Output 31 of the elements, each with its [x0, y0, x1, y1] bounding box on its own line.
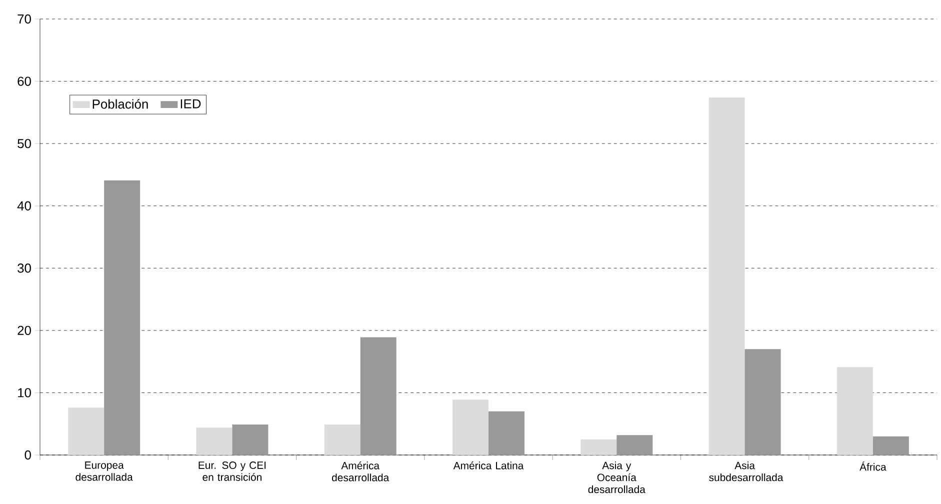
bar: [580, 439, 617, 455]
bar: [616, 435, 653, 455]
y-tick-label: 50: [18, 138, 31, 148]
y-tick-label: 10: [18, 388, 31, 398]
x-tick-label: América desarrollada: [332, 462, 390, 482]
y-tick-label: 70: [18, 14, 31, 24]
bar: [488, 411, 525, 455]
y-tick-label: 0: [24, 450, 31, 460]
y-tick-label: 60: [18, 76, 31, 86]
bar: [104, 180, 140, 455]
y-tick-label: 40: [17, 201, 31, 210]
bar: [452, 400, 489, 455]
bar: [836, 367, 873, 455]
x-tick-label: Eur. SO y CEI en transición: [198, 462, 266, 481]
x-tick-label: Europea desarrollada: [76, 462, 133, 481]
y-tick-label: 30: [18, 264, 31, 273]
x-tick-label: África: [860, 462, 886, 471]
x-tick-label: Asia subdesarrollada: [709, 462, 784, 482]
legend-label: Población: [92, 99, 148, 109]
y-tick-label: 20: [18, 326, 31, 336]
bar: [744, 349, 781, 455]
bar: [324, 424, 360, 455]
bar: [196, 428, 232, 455]
bar: [360, 337, 396, 455]
x-tick-label: Asia y Oceanía desarrollada: [588, 462, 646, 494]
legend-label: IED: [180, 99, 201, 108]
x-tick-label: América Latina: [453, 462, 524, 470]
bar: [872, 436, 909, 455]
bar: [68, 408, 104, 455]
bar: [708, 97, 745, 455]
bar: [232, 424, 268, 455]
